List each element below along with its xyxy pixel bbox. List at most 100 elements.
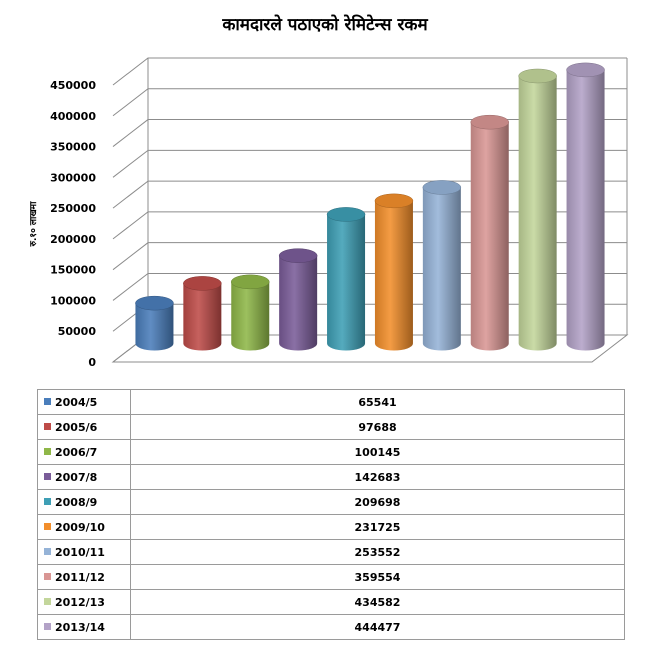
bar-top	[374, 193, 414, 209]
y-tick-label: 0	[88, 356, 96, 369]
category-label: 2005/6	[55, 420, 98, 434]
category-label: 2013/14	[55, 620, 105, 634]
data-value: 97688	[130, 414, 625, 440]
data-value: 100145	[130, 439, 625, 465]
table-row: 2005/6 97688	[37, 414, 625, 440]
gridline	[112, 242, 627, 271]
gridline	[112, 211, 627, 240]
bar-2007/8	[278, 248, 318, 351]
y-tick-label: 400000	[50, 110, 96, 123]
bar-body	[422, 187, 461, 351]
bar-2012/13	[518, 68, 557, 351]
legend-entry: 2008/9	[37, 489, 131, 515]
data-value: 142683	[130, 464, 625, 490]
category-label: 2012/13	[55, 595, 105, 609]
table-row: 2011/12 359554	[37, 564, 625, 590]
bar-body	[327, 214, 366, 351]
legend-swatch	[44, 623, 51, 630]
legend-entry: 2006/7	[37, 439, 131, 465]
bar-body	[566, 69, 605, 351]
bar-top	[135, 295, 174, 311]
legend-entry: 2012/13	[37, 589, 131, 615]
legend-swatch	[44, 448, 51, 455]
table-row: 2009/10 231725	[37, 514, 625, 540]
bar-2011/12	[470, 114, 509, 351]
bar-series	[135, 62, 605, 351]
bar-body	[279, 255, 318, 351]
legend-swatch	[44, 523, 51, 530]
data-value: 359554	[130, 564, 625, 590]
data-value: 209698	[130, 489, 625, 515]
table-row: 2013/14 444477	[37, 614, 625, 640]
bar-body	[135, 303, 174, 351]
gridline	[112, 180, 627, 209]
bar-2008/9	[326, 207, 366, 351]
bar-body	[374, 200, 413, 351]
bar-body	[518, 75, 557, 351]
y-tick-label: 100000	[50, 294, 96, 307]
category-label: 2004/5	[55, 395, 98, 409]
legend-swatch	[44, 573, 51, 580]
data-value: 434582	[130, 589, 625, 615]
data-value: 253552	[130, 539, 625, 565]
legend-entry: 2007/8	[37, 464, 131, 490]
data-value: 231725	[130, 514, 625, 540]
legend-entry: 2010/11	[37, 539, 131, 565]
bar-2013/14	[566, 62, 605, 351]
gridline	[112, 57, 627, 86]
category-label: 2010/11	[55, 545, 105, 559]
bar-top	[518, 68, 557, 84]
category-label: 2008/9	[55, 495, 98, 509]
legend-swatch	[44, 473, 51, 480]
table-row: 2004/5 65541	[37, 389, 625, 415]
bar-top	[326, 207, 366, 222]
bar-top	[231, 274, 270, 290]
chart-title: कामदारले पठाएको रेमिटेन्स रकम	[221, 14, 428, 35]
legend-swatch	[44, 498, 51, 505]
bar-2004/5	[135, 295, 174, 351]
bar-body	[183, 283, 222, 351]
y-axis-label: रु.१० लाखमा	[29, 201, 39, 247]
bar-top	[470, 114, 509, 130]
legend-entry: 2013/14	[37, 614, 131, 640]
y-tick-label: 450000	[50, 79, 96, 92]
bar-2009/10	[374, 193, 414, 351]
bar-top	[278, 248, 318, 263]
table-row: 2012/13 434582	[37, 589, 625, 615]
y-tick-label: 350000	[50, 141, 96, 154]
category-label: 2011/12	[55, 570, 105, 584]
bar-body	[231, 281, 270, 351]
bar-top	[566, 62, 605, 78]
legend-swatch	[44, 548, 51, 555]
table-row: 2007/8 142683	[37, 464, 625, 490]
legend-entry: 2009/10	[37, 514, 131, 540]
bar-top	[422, 180, 462, 195]
gridline	[112, 149, 627, 178]
bar-2010/11	[422, 180, 462, 351]
table-row: 2006/7 100145	[37, 439, 625, 465]
legend-swatch	[44, 398, 51, 405]
legend-entry: 2005/6	[37, 414, 131, 440]
category-label: 2007/8	[55, 470, 98, 484]
table-row: 2010/11 253552	[37, 539, 625, 565]
y-axis-ticks: 0 50000 100000 150000 200000 250000 300000 3500…	[50, 57, 627, 369]
bar-2006/7	[231, 274, 270, 351]
chart-area: कामदारले पठाएको रेमिटेन्स रकम 0 50000 1000…	[29, 14, 629, 369]
y-tick-label: 200000	[50, 233, 96, 246]
bar-body	[470, 122, 509, 351]
y-tick-label: 250000	[50, 202, 96, 215]
y-tick-label: 50000	[58, 325, 97, 338]
y-tick-label: 300000	[50, 171, 96, 184]
category-label: 2009/10	[55, 520, 105, 534]
category-label: 2006/7	[55, 445, 98, 459]
data-value: 65541	[130, 389, 625, 415]
bar-2005/6	[183, 276, 222, 351]
legend-swatch	[44, 598, 51, 605]
legend-entry: 2011/12	[37, 564, 131, 590]
table-row: 2008/9 209698	[37, 489, 625, 515]
gridline	[112, 88, 627, 117]
gridline	[112, 119, 627, 147]
data-table: 2004/5 65541 2005/6 97688 2006/7 100145 2007/8…	[37, 389, 625, 640]
legend-swatch	[44, 423, 51, 430]
bar-top	[183, 276, 222, 291]
